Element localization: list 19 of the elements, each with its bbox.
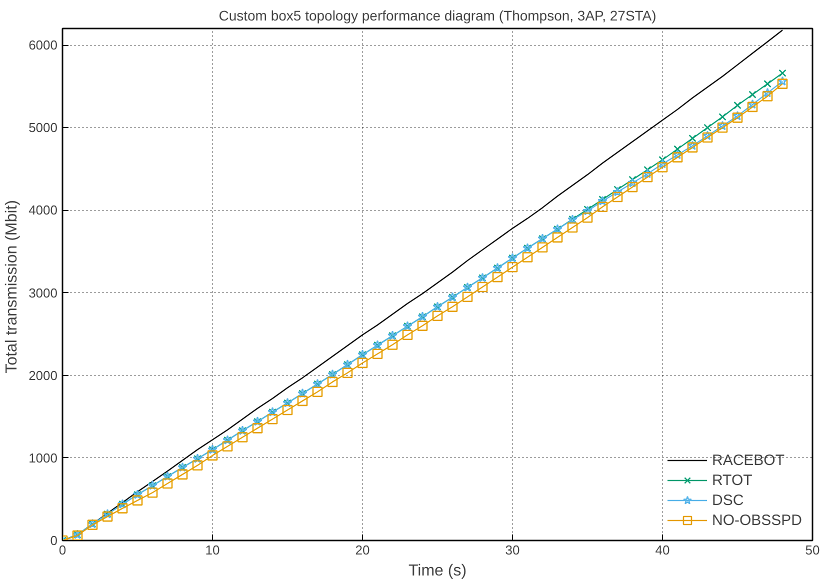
- x-tick-label: 30: [505, 542, 520, 558]
- legend-label: RTOT: [712, 472, 752, 488]
- legend-label: RACEBOT: [712, 452, 784, 468]
- chart-title: Custom box5 topology performance diagram (Thompson, 3AP, 27STA): [218, 8, 656, 24]
- legend-label: NO-OBSSPD: [712, 512, 802, 528]
- x-axis-title: Time (s): [408, 562, 467, 580]
- y-tick-label: 0: [50, 533, 58, 548]
- x-tick-label: 10: [205, 542, 220, 558]
- x-tick-label: 40: [655, 542, 670, 558]
- y-tick-label: 1000: [28, 450, 58, 466]
- x-tick-label: 50: [805, 542, 820, 558]
- legend-label: DSC: [712, 492, 744, 508]
- x-tick-label: 20: [355, 542, 370, 558]
- y-tick-label: 4000: [28, 202, 58, 218]
- y-axis-title: Total transmission (Mbit): [4, 200, 21, 374]
- y-tick-label: 3000: [28, 285, 58, 300]
- y-tick-label: 6000: [28, 38, 58, 53]
- y-tick-label: 5000: [28, 120, 58, 136]
- y-tick-label: 2000: [28, 368, 58, 383]
